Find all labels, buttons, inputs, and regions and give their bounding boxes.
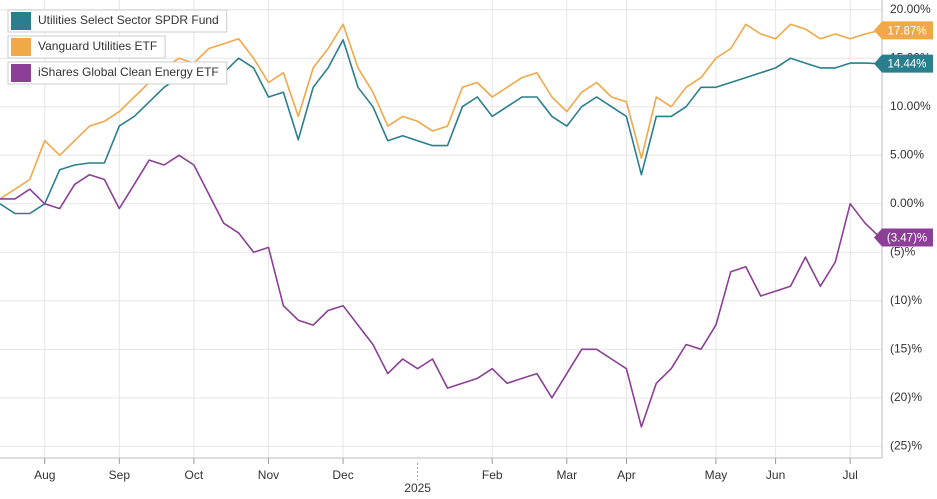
y-tick-label: (25)% [890,439,922,453]
legend-item: Utilities Select Sector SPDR Fund [7,9,228,33]
x-tick-label: May [705,468,728,482]
x-tick-label: Feb [482,468,503,482]
legend-label: Vanguard Utilities ETF [38,39,157,53]
x-tick-label: Jun [766,468,785,482]
series-line [0,23,881,200]
series-line [0,39,881,215]
legend-item: Vanguard Utilities ETF [7,35,166,59]
x-tick-label: Jul [842,468,857,482]
end-tag: 17.87% [874,21,933,40]
x-tick-label: Oct [185,468,204,482]
y-tick-label: 10.00% [890,99,931,113]
y-tick-label: 0.00% [890,196,924,210]
legend-box [7,9,228,33]
end-tag-box [874,228,933,247]
y-tick-label: (5)% [890,244,916,258]
end-tag-label: 17.87% [887,25,926,37]
legend-swatch [11,38,31,56]
x-tick-label: Nov [258,468,279,482]
end-tag-box [874,21,933,40]
end-tag-label: (3.47)% [887,232,927,244]
x-tick-label: Aug [34,468,55,482]
legend-swatch [11,12,31,30]
y-tick-label: (10)% [890,293,922,307]
y-tick-label: 20.00% [890,2,931,16]
x-tick-label: Apr [617,468,636,482]
x-tick-label: Dec [332,468,353,482]
legend-label: iShares Global Clean Energy ETF [38,65,219,79]
end-tag: (3.47)% [874,228,933,247]
legend-box [7,35,166,59]
x-tick-label: Mar [556,468,577,482]
legend-label: Utilities Select Sector SPDR Fund [38,13,219,27]
year-label: 2025 [404,481,431,495]
end-tag: 14.44% [874,54,933,73]
y-tick-label: (20)% [890,390,922,404]
end-tag-label: 14.44% [887,59,926,71]
y-tick-label: (15)% [890,341,922,355]
end-tag-box [874,54,933,73]
legend-swatch [11,64,31,82]
y-tick-label: 5.00% [890,147,924,161]
x-tick-label: Sep [109,468,131,482]
legend-item: iShares Global Clean Energy ETF [7,61,228,85]
legend-box [7,61,228,85]
series-line [0,154,881,428]
